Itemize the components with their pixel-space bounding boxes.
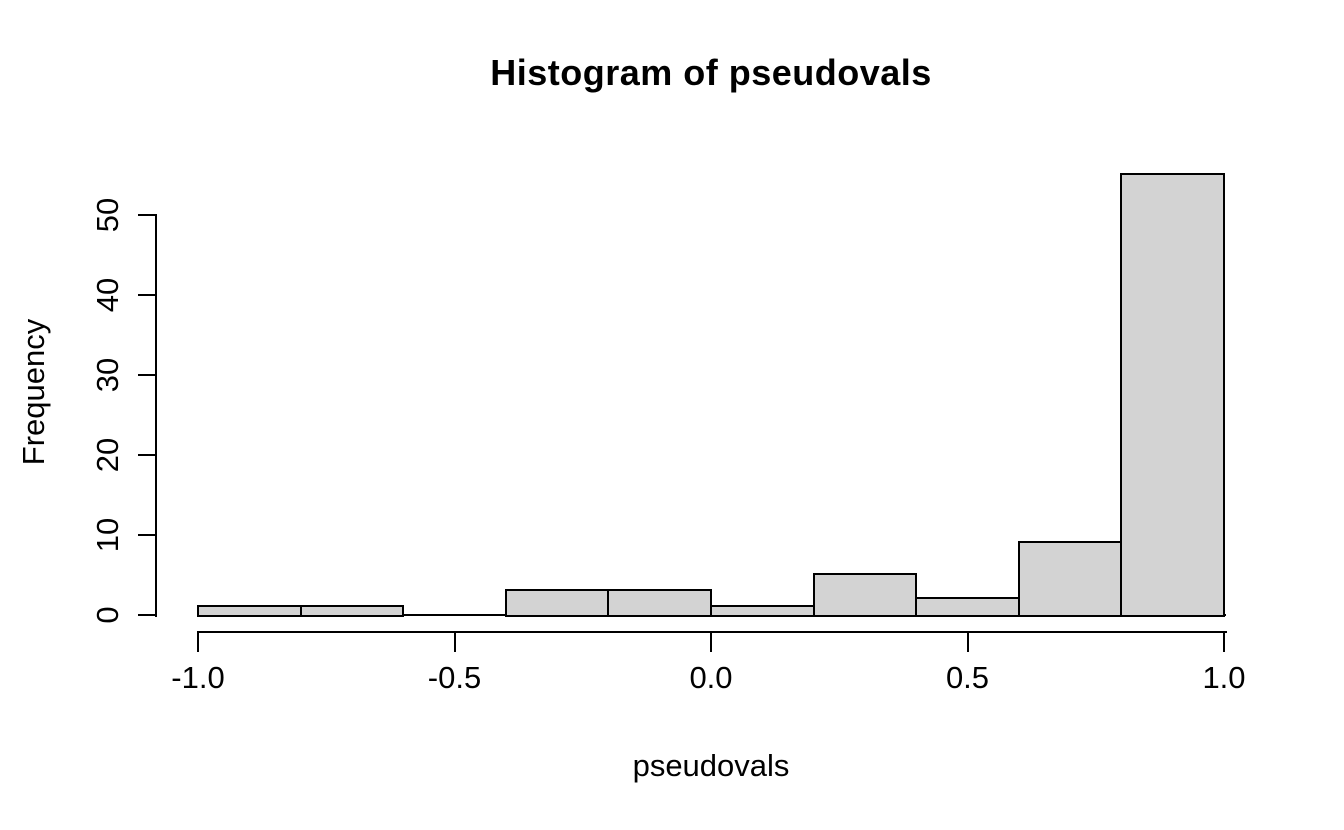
- histogram-bar: [299, 605, 405, 617]
- y-axis-tick: [138, 534, 156, 536]
- y-tick-label: 20: [90, 437, 125, 473]
- histogram-bar: [1017, 541, 1123, 617]
- chart-title: Histogram of pseudovals: [490, 52, 932, 93]
- y-axis-tick: [138, 374, 156, 376]
- y-axis-tick: [138, 614, 156, 616]
- y-axis-tick: [138, 294, 156, 296]
- y-tick-label: 40: [90, 277, 125, 313]
- x-tick-label: 0.5: [945, 660, 990, 695]
- y-tick-label: 50: [90, 197, 125, 233]
- x-axis-tick: [710, 631, 712, 652]
- histogram-bar: [607, 589, 712, 617]
- histogram-bar: [812, 573, 918, 617]
- x-axis-line: [197, 631, 1227, 633]
- x-tick-label: -1.0: [171, 660, 225, 695]
- y-tick-label: 30: [90, 357, 125, 393]
- y-tick-label: 0: [90, 606, 125, 624]
- y-axis-line: [155, 214, 157, 617]
- y-axis-tick: [138, 214, 156, 216]
- x-tick-label: -0.5: [427, 660, 482, 695]
- y-axis-tick: [138, 454, 156, 456]
- x-axis-title: pseudovals: [632, 748, 790, 783]
- x-tick-label: 1.0: [1202, 660, 1246, 695]
- histogram-bar: [1120, 173, 1225, 617]
- x-axis-tick: [453, 631, 456, 652]
- y-tick-label: 10: [90, 517, 125, 553]
- x-axis-tick: [1223, 631, 1225, 652]
- x-tick-label: 0.0: [689, 660, 733, 695]
- x-axis-tick: [966, 631, 969, 652]
- x-axis-tick: [197, 631, 199, 652]
